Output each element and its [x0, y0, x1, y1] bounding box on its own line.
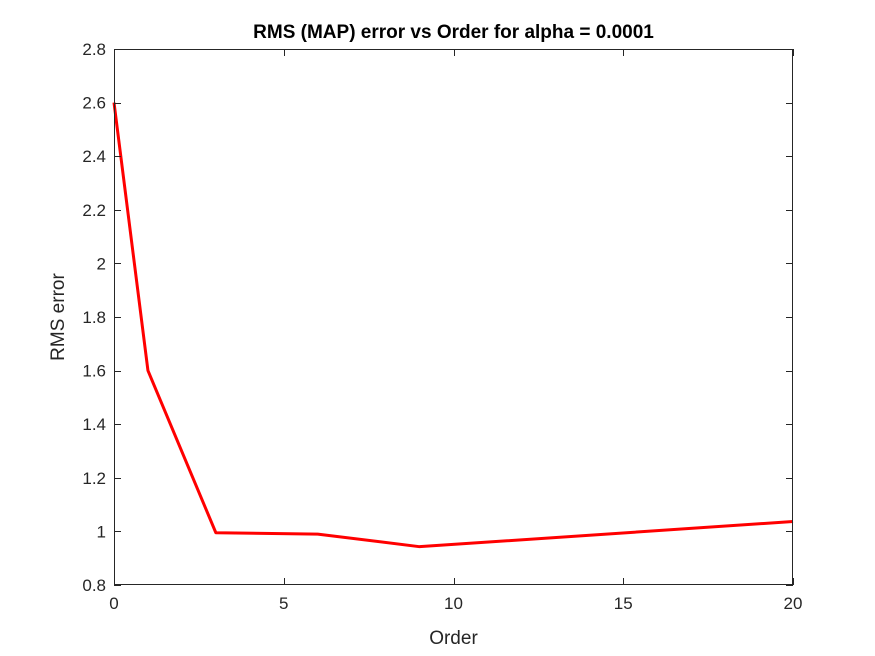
y-tick-label: 2.8: [82, 40, 106, 59]
y-tick-label: 2.6: [82, 94, 106, 113]
series-line-0: [112, 102, 794, 549]
y-axis-label: RMS error: [48, 273, 69, 361]
y-tick-label: 1.4: [82, 415, 106, 434]
x-axis-ticks: 0 5 10 15 20: [109, 49, 802, 613]
y-tick-label: 2.2: [82, 201, 106, 220]
x-axis-label: Order: [429, 628, 478, 649]
x-tick-label: 0: [109, 594, 118, 613]
y-tick-label: 1.8: [82, 308, 106, 327]
series-layer: [112, 102, 794, 549]
x-tick-label: 20: [784, 594, 803, 613]
x-tick-label: 15: [614, 594, 633, 613]
y-tick-label: 1.2: [82, 469, 106, 488]
chart-title: RMS (MAP) error vs Order for alpha = 0.0…: [253, 22, 654, 43]
y-tick-label: 0.8: [82, 576, 106, 595]
x-tick-label: 5: [279, 594, 288, 613]
y-tick-label: 2: [97, 254, 106, 273]
y-tick-label: 2.4: [82, 147, 106, 166]
plot-area: [114, 49, 793, 585]
x-tick-label: 10: [444, 594, 463, 613]
y-tick-label: 1.6: [82, 362, 106, 381]
y-axis-ticks: 0.8 1 1.2 1.4 1.6 1.8 2 2.2 2.4 2.6 2.8: [82, 40, 793, 595]
y-tick-label: 1: [97, 522, 106, 541]
